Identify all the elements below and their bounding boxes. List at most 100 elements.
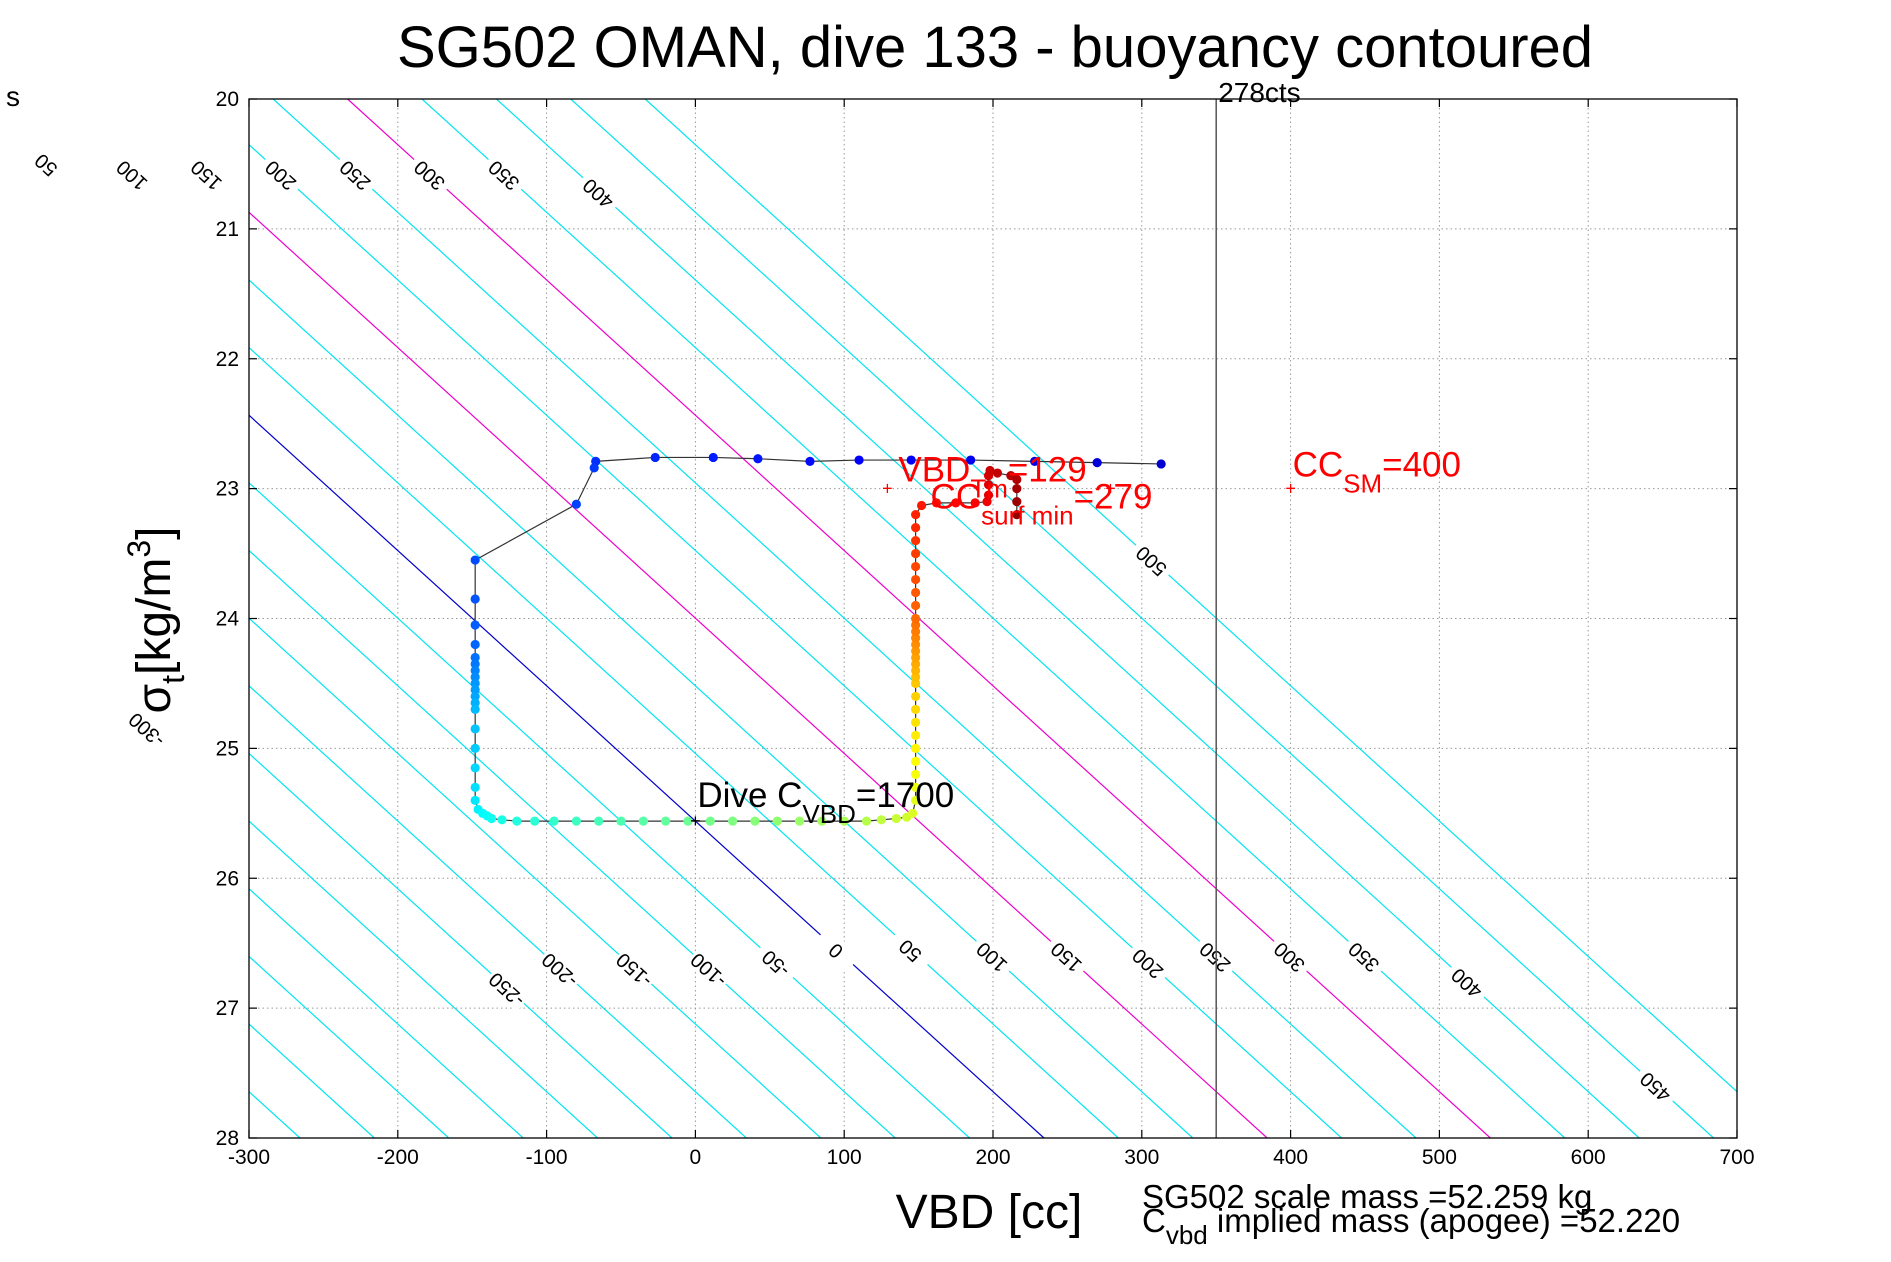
data-point [854, 455, 864, 465]
data-point [911, 620, 921, 630]
data-point [911, 730, 921, 740]
data-point [911, 522, 921, 533]
annotation-value: =1700 [856, 776, 954, 815]
annotation-marker: + [1285, 479, 1296, 499]
data-point [470, 795, 480, 805]
y-axis-label: σt[kg/m3] [121, 526, 191, 713]
data-point [817, 816, 827, 826]
annotation-value: =279 [1074, 478, 1153, 517]
annotation-main: Dive C [697, 776, 802, 815]
data-point [911, 769, 921, 779]
contour-label-bg [257, 151, 306, 198]
data-point [911, 665, 921, 676]
contour-label-bg [1341, 933, 1389, 980]
data-point [470, 691, 480, 702]
data-point [728, 816, 738, 826]
y-axis-ticks: 20 21 22 23 24 25 26 27 28 [216, 88, 1737, 1150]
data-point [616, 816, 626, 826]
contour-label-bg [536, 946, 585, 993]
contour-label-bg [483, 965, 532, 1012]
data-point [839, 816, 849, 826]
annotation-value: =129 [1008, 451, 1087, 490]
y-tick-label: 21 [216, 218, 239, 241]
left-margin-text: s [6, 81, 20, 112]
y-tick-label: 22 [216, 348, 239, 371]
data-point [911, 717, 921, 728]
data-point [470, 652, 480, 663]
data-point [470, 555, 480, 565]
data-point [911, 704, 921, 715]
data-point [470, 685, 480, 695]
y-tick-label: 25 [216, 737, 239, 760]
data-point [750, 816, 760, 826]
data-point [772, 816, 782, 826]
data-point [470, 763, 480, 773]
contour-line [249, 1023, 375, 1138]
data-point [753, 454, 763, 464]
data-point [661, 816, 671, 826]
contour-line [570, 99, 1714, 1138]
annotations: + VBDTm=129 +CCsurf min=279 +CCSM=400+Dive … [690, 446, 1461, 831]
data-point [891, 813, 901, 824]
x-tick-label: 300 [1124, 1146, 1159, 1169]
y-label-sub: t [155, 675, 191, 684]
x-tick-label: -200 [377, 1146, 419, 1169]
data-point [916, 500, 927, 511]
contour-label-bg [1632, 1063, 1681, 1109]
data-point [992, 468, 1003, 478]
data-point [911, 756, 921, 766]
x-tick-label: 200 [975, 1146, 1010, 1169]
data-point [497, 815, 507, 825]
data-point [1012, 509, 1022, 520]
contour-line [249, 617, 822, 1138]
contour-label-bg [406, 151, 455, 198]
data-point [966, 455, 976, 465]
y-tick-label: 24 [216, 608, 240, 631]
data-point [470, 672, 480, 682]
annotation-marker: + [1105, 479, 1116, 499]
annotation-main: VBD [898, 451, 970, 490]
footer-c-sub: vbd [1166, 1220, 1208, 1250]
data-point [638, 816, 648, 826]
contour-label-bg [611, 946, 659, 993]
contour-label-bg [481, 151, 529, 198]
footer-implied-mass: Cvbd implied mass (apogee) =52.220 [1142, 1202, 1680, 1250]
x-tick-label: 600 [1571, 1146, 1606, 1169]
data-point [908, 808, 918, 818]
data-point [911, 587, 921, 598]
contour-labels: -500-450-400-350-300-250-200-150-100-500… [23, 140, 1681, 1109]
data-point [911, 626, 921, 637]
data-point [683, 816, 693, 826]
contour-line [249, 414, 1045, 1138]
annotation-sub: surf min [981, 501, 1073, 531]
data-point [805, 456, 815, 466]
data-point [911, 646, 921, 656]
data-point [911, 600, 921, 611]
data-point [911, 795, 921, 805]
data-point [861, 816, 872, 826]
data-point [970, 498, 980, 508]
data-point [594, 816, 604, 826]
data-point [1092, 458, 1102, 468]
data-point [530, 816, 540, 826]
annotation-label: CCsurf min=279 [931, 478, 1153, 531]
y-label-units: [kg/m [128, 558, 181, 675]
annotation-marker: + [882, 479, 893, 499]
contour-label-bg [183, 151, 231, 198]
annotation-sub: Tm [970, 474, 1008, 504]
annotation-label: Dive CVBD=1700 [697, 776, 954, 829]
contour-line [249, 955, 450, 1138]
contour-label-bg [332, 151, 380, 198]
data-point [470, 620, 480, 630]
data-point [911, 633, 921, 643]
footer-rest: implied mass (apogee) =52.220 [1208, 1202, 1680, 1239]
data-point [470, 659, 480, 669]
vertical-line-layer: 278cts [1215, 77, 1301, 1138]
chart-title: SG502 OMAN, dive 133 - buoyancy contoure… [397, 15, 1593, 80]
annotation-label: CCSM=400 [1293, 446, 1461, 499]
annotation-sub: SM [1343, 469, 1382, 499]
y-label-sup: 3 [121, 540, 157, 558]
data-point [470, 639, 480, 650]
x-tick-label: 700 [1719, 1146, 1754, 1169]
